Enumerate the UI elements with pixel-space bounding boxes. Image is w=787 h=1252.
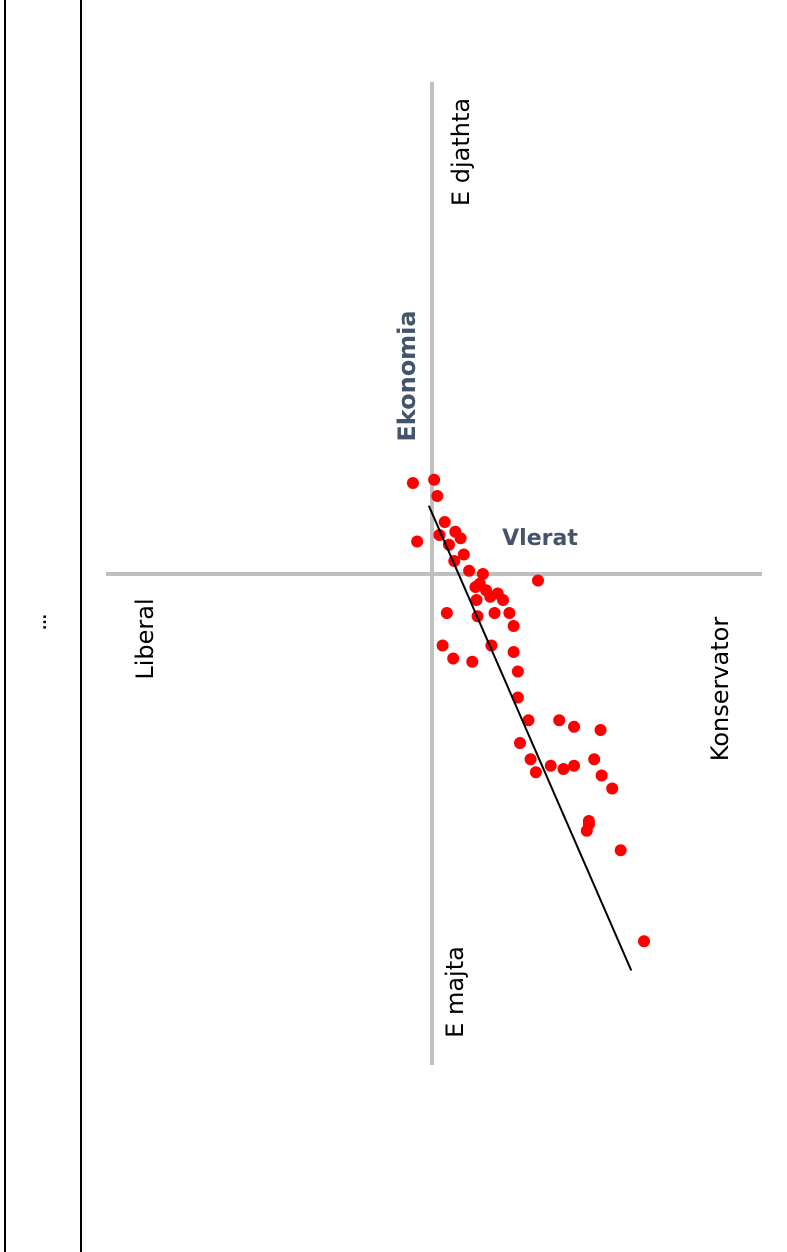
- data-point: [511, 665, 524, 678]
- data-point: [488, 607, 501, 619]
- data-point: [568, 720, 581, 733]
- y-axis-title: Ekonomia: [393, 310, 421, 441]
- data-point: [529, 766, 542, 779]
- data-point: [466, 655, 479, 668]
- data-point: [513, 737, 526, 749]
- data-point: [438, 516, 451, 528]
- panel-border-right: [80, 0, 82, 1252]
- data-point: [532, 574, 544, 587]
- data-point: [431, 490, 444, 502]
- data-points: [406, 473, 650, 948]
- x-axis-title: Vlerat: [502, 526, 578, 551]
- y-bottom-label: E majta: [441, 946, 469, 1038]
- data-point: [440, 607, 453, 619]
- data-point: [524, 753, 537, 766]
- data-point: [588, 753, 601, 766]
- panel-border-left: [4, 0, 6, 1252]
- data-point: [497, 594, 510, 606]
- data-point: [595, 769, 608, 782]
- data-point: [503, 607, 516, 619]
- data-point: [544, 759, 557, 772]
- data-point: [463, 564, 476, 577]
- data-point: [580, 824, 593, 837]
- data-point: [557, 763, 570, 775]
- data-point: [614, 844, 627, 857]
- data-point: [442, 538, 455, 551]
- data-point: [436, 639, 449, 652]
- data-point: [594, 724, 607, 736]
- data-point: [638, 935, 650, 948]
- trendline: [427, 505, 633, 971]
- data-point: [511, 691, 524, 704]
- data-point: [454, 532, 467, 545]
- data-point: [606, 782, 619, 795]
- data-point: [522, 714, 535, 727]
- data-point: [568, 759, 581, 772]
- data-point: [411, 535, 424, 548]
- data-point: [476, 568, 489, 580]
- data-point: [553, 714, 566, 727]
- x-right-label: Konservator: [706, 617, 734, 762]
- data-point: [406, 477, 419, 489]
- data-point: [447, 652, 460, 665]
- data-point: [470, 594, 483, 606]
- data-point: [507, 620, 520, 632]
- y-top-label: E djathta: [447, 98, 475, 206]
- data-point: [428, 473, 441, 486]
- data-point: [457, 548, 470, 561]
- data-point: [507, 646, 520, 658]
- x-left-label: Liberal: [131, 598, 159, 679]
